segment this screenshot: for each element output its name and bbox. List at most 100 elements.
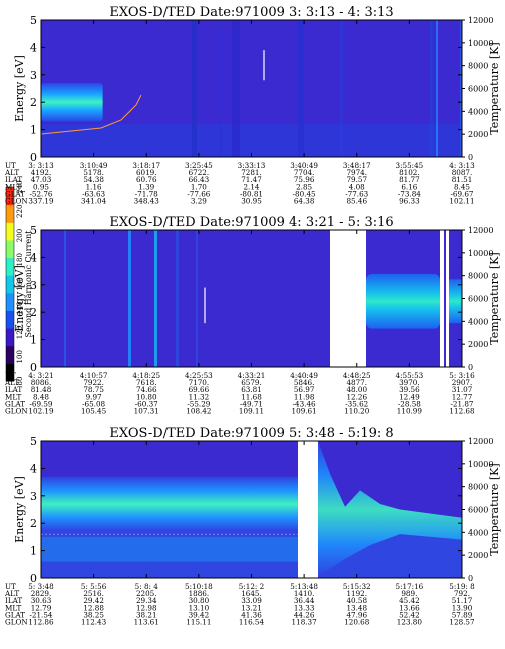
coord-value: 54.38 [83,175,104,184]
ion-band [366,273,440,329]
y2-tick-label: 10000 [468,460,493,469]
coord-value: 348.43 [134,197,160,206]
colorbar-segment [6,222,14,241]
y2-tick-label: 2000 [468,130,488,139]
coord-value: 56.97 [294,385,315,394]
panel-title: EXOS-D/TED Date:971009 3: 3:13 - 4: 3:13 [109,5,393,20]
y2-axis-label: Temperature [K] [488,252,501,344]
coord-value: 112.68 [449,407,475,416]
colorbar-segment [6,310,14,329]
coord-value: 5:15:32 [343,582,371,591]
coord-value: 2.85 [296,182,312,191]
coord-value: 96.33 [399,197,420,206]
coord-row-label: GLON [5,407,28,416]
ion-structure [318,441,462,578]
coord-row-label: ALT [4,168,19,177]
coord-row-label: GLAT [5,610,25,619]
coord-value: 6722. [189,168,210,177]
coord-value: 128.57 [449,618,475,627]
coord-value: 5178. [83,168,104,177]
coord-value: 12.77 [452,392,473,401]
coord-row-label: GLAT [5,189,25,198]
stripe [64,230,66,367]
y-tick-label: 0 [30,151,37,164]
panel-1: EXOS-D/TED Date:971009 3: 3:13 - 4: 3:13… [4,5,501,206]
coord-value: 7974. [346,168,367,177]
coord-value: -55.29 [187,399,210,408]
coord-value: 69.66 [189,385,210,394]
colorbar-segment [6,275,14,294]
coord-value: 3:10:49 [80,161,108,170]
coord-value: 30.63 [31,596,52,605]
y-tick-label: 5 [30,435,37,448]
colorbar-tick-label: 200 [16,229,24,242]
ion-band [449,279,462,324]
coord-value: 81.51 [452,175,473,184]
panel-3: EXOS-D/TED Date:971009 5: 3:48 - 5:19: 8… [4,426,501,627]
coord-value: 41.36 [241,610,262,619]
coord-value: 13.66 [399,603,420,612]
coord-value: 4192. [31,168,52,177]
coord-value: -35.62 [345,399,368,408]
coord-value: 51.17 [452,596,473,605]
coord-value: 39.42 [189,610,210,619]
y2-tick-label: 12000 [468,16,493,25]
coord-value: 4:48:25 [343,371,371,380]
coord-value: 1410. [294,589,315,598]
coord-value: 33.09 [241,596,262,605]
y2-tick-label: 4000 [468,317,488,326]
colorbar-tick-label: 100 [16,350,24,363]
colorbar-tick-label: 160 [16,277,24,290]
y2-tick-label: 12000 [468,437,493,446]
data-gap [330,230,366,367]
coord-value: 5:19: 8 [449,582,475,591]
y2-tick-label: 0 [468,363,473,372]
coord-value: -77.66 [187,189,210,198]
coord-value: 13.90 [452,603,473,612]
stripe [192,20,197,157]
coord-value: 5:17:16 [396,582,424,591]
coord-row-label: ALT [4,378,19,387]
coord-value: 1645. [241,589,262,598]
coord-value: 3:33:13 [238,161,266,170]
coord-value: 2516. [83,589,104,598]
coord-value: 13.48 [346,603,367,612]
coord-value: 7281. [241,168,262,177]
coord-row-label: MLT [5,182,22,191]
stripe [220,20,222,157]
y-tick-label: 0 [30,572,37,585]
y-tick-label: 1 [30,545,37,558]
coord-value: 31.07 [452,385,473,394]
coord-value: 1.16 [86,182,102,191]
coord-row-label: ILAT [5,175,22,184]
coord-value: 7170. [189,378,210,387]
coord-value: -60.37 [135,399,158,408]
coord-value: 1886. [189,589,210,598]
coord-row-label: MLT [5,603,22,612]
data-gap [446,230,449,367]
coord-value: 8.48 [33,392,49,401]
coord-value: 8086. [31,378,52,387]
coord-value: 4.08 [349,182,365,191]
background-band [41,124,462,157]
panels: EXOS-D/TED Date:971009 3: 3:13 - 4: 3:13… [4,5,501,627]
coord-value: 109.61 [292,407,317,416]
coord-value: -73.84 [398,189,421,198]
coord-value: 3.29 [191,197,207,206]
coord-value: 102.19 [28,407,54,416]
colorbar-segment [6,187,14,206]
coord-value: 105.45 [81,407,107,416]
y2-tick-label: 10000 [468,39,493,48]
coord-value: 110.20 [344,407,370,416]
stripe [154,230,157,367]
plot-area [41,441,462,578]
coord-value: 123.80 [397,618,423,627]
coord-value: 10.80 [136,392,157,401]
coord-value: 12.26 [346,392,367,401]
y-tick-label: 2 [30,517,37,530]
coord-value: 12.98 [136,603,157,612]
coord-value: 71.47 [241,175,262,184]
coord-value: 5: 3:16 [449,371,475,380]
coord-value: 337.19 [28,197,54,206]
